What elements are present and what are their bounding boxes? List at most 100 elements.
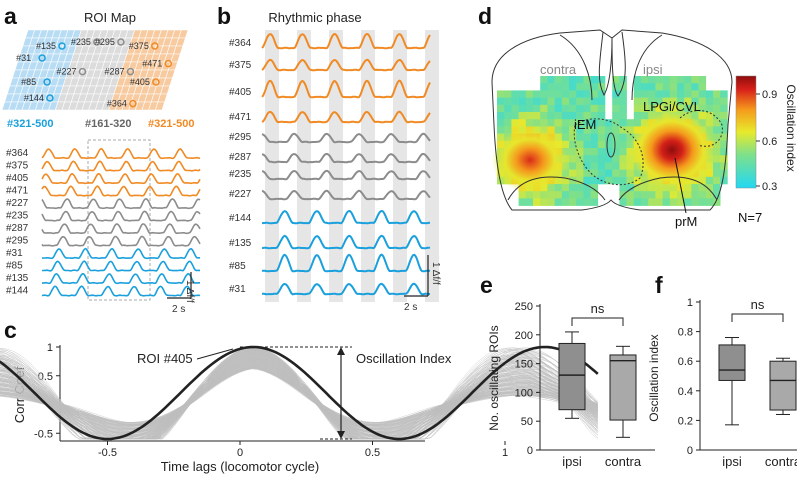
heatmap-cell (677, 90, 685, 98)
index-arrow-head-bottom (337, 431, 345, 439)
heatmap-cell (713, 90, 721, 98)
heatmap-cell (633, 191, 642, 199)
heatmap-cell (576, 104, 584, 113)
heatmap-cell (576, 90, 584, 98)
heatmap-cell (590, 133, 599, 142)
roi-marker (58, 42, 66, 50)
heatmap-cell (547, 90, 555, 98)
heatmap-cell (561, 184, 570, 192)
heatmap-cell (713, 148, 721, 156)
colorbar-ticks: 0.9 0.6 0.3 (756, 89, 777, 193)
heatmap-cell (554, 76, 563, 84)
heatmap-cell (511, 97, 519, 106)
heatmap-cell (641, 83, 649, 91)
heatmap-cell (540, 112, 548, 120)
heatmap-cell (612, 90, 620, 98)
heatmap-cell (648, 112, 656, 120)
heatmap-cell (612, 119, 620, 127)
trace-b-label: #85 (229, 261, 246, 272)
heatmap-cell (669, 198, 678, 206)
heatmap-cell (583, 140, 591, 149)
heatmap-cell (648, 191, 656, 199)
corr-curve (0, 356, 598, 440)
panel-d: d contra ipsi iEM LPGi/CVL prM 0.9 0. (478, 3, 797, 229)
heatmap-cell (569, 176, 577, 185)
heatmap-cell (669, 83, 678, 91)
heatmap-cell (713, 97, 721, 106)
heatmap-cell (583, 162, 591, 170)
heatmap-cell (705, 191, 714, 199)
heatmap-cell (561, 191, 570, 199)
heatmap-cell (648, 83, 656, 91)
heatmap-cell (504, 126, 512, 134)
heatmap-cell (533, 191, 541, 199)
trace-a (41, 198, 201, 210)
heatmap-cell (569, 191, 577, 199)
hotspot-contra (492, 128, 568, 192)
heatmap-cell (497, 104, 505, 113)
heatmap-cell (713, 119, 721, 127)
heatmap-cell (698, 184, 707, 192)
panel-c-xlabel: Time lags (locomotor cycle) (161, 459, 319, 474)
heatmap-cell (518, 104, 527, 113)
heatmap-cell (705, 169, 714, 178)
heatmap-cell (597, 119, 606, 127)
heatmap-cell (612, 76, 620, 84)
heatmap-cell (684, 198, 692, 206)
heatmap-cell (497, 90, 505, 98)
heatmap-cell (504, 104, 512, 113)
heatmap-cell (576, 191, 584, 199)
heatmap-cell (713, 126, 721, 134)
trace-a (41, 172, 201, 185)
roi-405-annotation: ROI #405 (137, 351, 193, 366)
trace-a (41, 210, 201, 222)
heatmap-cell (633, 169, 642, 178)
trace-b (261, 79, 431, 99)
corr-ytick: 1 (47, 342, 53, 354)
heatmap-cell (677, 97, 685, 106)
heatmap-cell (619, 97, 627, 106)
heatmap-cell (597, 169, 606, 178)
heatmap-cell (605, 126, 613, 134)
trace-b-label: #235 (229, 169, 252, 180)
heatmap-cell (504, 119, 512, 127)
heatmap-cell (554, 104, 563, 113)
significance-label: ns (591, 301, 605, 316)
heatmap-cell (605, 162, 613, 170)
heatmap-cell (677, 76, 685, 84)
heatmap-cell (569, 162, 577, 170)
heatmap-cell (720, 90, 728, 98)
heatmap-cell (662, 104, 671, 113)
heatmap-cell (597, 140, 606, 149)
heatmap-cell (590, 155, 599, 163)
trace-a (41, 235, 201, 247)
heatmap-cell (655, 104, 663, 113)
heatmap-cell (583, 104, 591, 113)
heatmap-cell (561, 112, 570, 120)
heatmap-cell (497, 97, 505, 106)
heatmap-cell (698, 83, 707, 91)
heatmap-cell (576, 198, 584, 206)
heatmap-cell (590, 119, 599, 127)
corr-curve (0, 347, 598, 440)
heatmap-cell (619, 119, 627, 127)
roi-marker (43, 78, 51, 86)
corr-curve (0, 363, 598, 431)
trace-a-label: #287 (6, 223, 29, 234)
heatmap-cell (569, 184, 577, 192)
roi-405-curve (0, 345, 599, 441)
heatmap-cell (691, 97, 699, 106)
trace-b (261, 32, 431, 50)
box-ytick: 150 (515, 359, 533, 371)
heatmap-cell (525, 119, 534, 127)
label-contra: contra (540, 62, 577, 77)
trace-a (41, 285, 201, 297)
trace-b (261, 234, 431, 250)
heatmap-cell (569, 90, 577, 98)
heatmap-cell (720, 176, 728, 185)
heatmap-cell (518, 198, 527, 206)
heatmap-cell (583, 148, 591, 156)
heatmap-cell (554, 112, 563, 120)
heatmap-cell (525, 112, 534, 120)
heatmap-cell (713, 169, 721, 178)
